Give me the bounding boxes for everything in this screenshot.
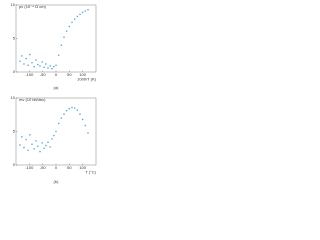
y-axis-label: mv (10 bit/dec) <box>19 97 46 102</box>
point <box>41 142 43 144</box>
y-tick-label: 0 <box>13 69 16 74</box>
point <box>53 134 55 137</box>
point <box>19 60 21 63</box>
point <box>49 65 51 67</box>
point <box>45 63 47 65</box>
point <box>60 117 63 119</box>
x-tick-label: 100 <box>79 72 86 77</box>
point <box>43 147 45 150</box>
point <box>37 145 39 148</box>
point <box>73 18 76 20</box>
y-tick-label: 10 <box>11 95 16 100</box>
point <box>33 65 35 68</box>
point <box>43 66 45 69</box>
point <box>23 146 25 149</box>
point <box>35 59 37 61</box>
point <box>71 21 73 24</box>
caption: (a) <box>54 85 60 90</box>
point <box>87 132 89 134</box>
point <box>41 61 43 63</box>
point <box>33 148 35 150</box>
y-tick-label: 10 <box>11 2 16 7</box>
y-axis-label: ρv (10⁻⁴ Ω cm) <box>19 4 47 9</box>
point <box>29 134 31 136</box>
point <box>47 67 49 69</box>
point <box>35 140 37 142</box>
y-tick-label: 0 <box>13 162 16 167</box>
point <box>57 54 60 57</box>
point <box>73 107 76 109</box>
point <box>79 13 81 16</box>
point <box>31 143 33 146</box>
point <box>71 106 73 109</box>
point <box>63 113 65 115</box>
point <box>76 15 79 18</box>
point <box>55 130 57 133</box>
point <box>27 64 29 67</box>
point <box>21 136 23 138</box>
point <box>49 146 51 148</box>
point <box>65 30 68 32</box>
x-tick-label: 0 <box>55 72 58 77</box>
point <box>81 11 84 14</box>
point <box>53 65 55 68</box>
point <box>23 63 25 65</box>
point <box>19 144 21 146</box>
point <box>39 150 41 153</box>
x-tick-label: -50 <box>40 72 47 77</box>
point <box>27 149 29 152</box>
x-tick-label: -50 <box>40 165 47 170</box>
point <box>47 141 49 144</box>
x-tick-label: 50 <box>67 72 72 77</box>
point <box>51 138 53 140</box>
point <box>84 10 87 12</box>
point <box>31 61 33 64</box>
point <box>25 57 27 60</box>
y-tick-label: 5 <box>13 36 16 41</box>
point <box>76 109 79 111</box>
point <box>65 109 68 112</box>
point <box>81 118 84 121</box>
point <box>29 53 31 56</box>
point <box>87 8 89 11</box>
page: {"chart_data": [ {"type": "scatter", "ca… <box>10 2 97 185</box>
point <box>68 25 71 28</box>
plot-frame <box>15 4 97 73</box>
point <box>21 55 23 57</box>
point <box>63 36 65 38</box>
x-tick-label: -100 <box>25 165 34 170</box>
point <box>51 67 53 70</box>
point <box>37 63 39 66</box>
x-axis-label: 1000/T (K) <box>77 77 96 82</box>
x-tick-label: -100 <box>25 72 34 77</box>
x-tick-label: 0 <box>55 165 58 170</box>
x-axis-label: T (°C) <box>85 170 96 175</box>
y-tick-label: 5 <box>13 129 16 134</box>
point <box>79 113 81 115</box>
point <box>84 124 87 127</box>
x-tick-label: 100 <box>79 165 86 170</box>
point <box>60 44 63 46</box>
point <box>68 107 71 110</box>
caption: (b) <box>54 179 60 184</box>
x-tick-label: 50 <box>67 165 72 170</box>
point <box>25 138 27 141</box>
point <box>55 64 57 67</box>
point <box>45 144 47 147</box>
point <box>39 65 41 67</box>
point <box>57 122 60 125</box>
